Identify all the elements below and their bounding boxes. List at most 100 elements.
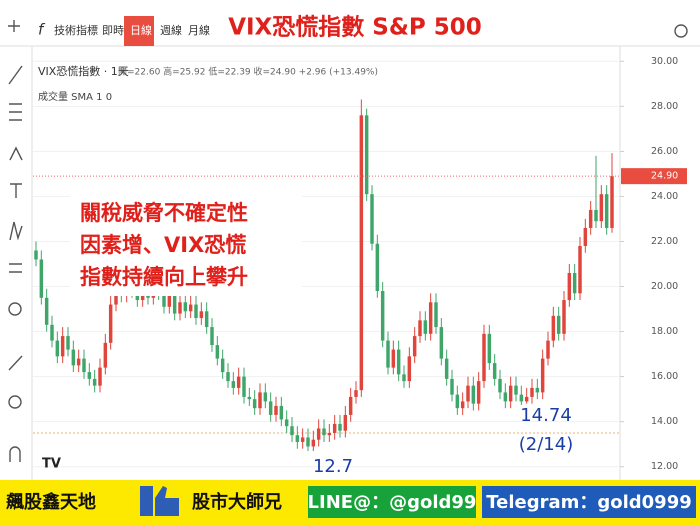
toolbar-item[interactable]: 即時 xyxy=(102,24,124,37)
candle-body xyxy=(220,358,225,373)
text-tool[interactable] xyxy=(10,183,22,198)
candle-body xyxy=(391,349,396,368)
annotation-line: 因素增、VIX恐慌 xyxy=(80,233,246,257)
candle-body xyxy=(610,176,614,228)
telegram-box[interactable] xyxy=(482,486,696,518)
emoji-tool[interactable] xyxy=(8,302,22,316)
candle-body xyxy=(108,304,113,343)
candle-body xyxy=(588,209,593,228)
active-tab[interactable] xyxy=(124,16,154,46)
candle-body xyxy=(450,378,454,395)
toolbar-item[interactable]: 技術指標 xyxy=(54,23,98,37)
candle-body xyxy=(92,378,97,386)
y-tick-label: 28.00 xyxy=(651,101,678,112)
chart-title: VIX恐慌指數 S&P 500 xyxy=(228,15,482,41)
candle-body xyxy=(471,385,476,404)
prediction-tool[interactable] xyxy=(9,263,22,273)
thumb-icon xyxy=(140,486,153,516)
candle-body xyxy=(343,414,348,431)
annotation-box xyxy=(70,196,302,296)
legend-ohlc: 開=22.60 高=25.92 低=22.39 收=24.90 +2.96 (+… xyxy=(118,66,378,78)
fib-tool[interactable] xyxy=(9,103,22,121)
y-tick-label: 20.00 xyxy=(651,281,678,292)
candle-body xyxy=(290,426,294,436)
candle-body xyxy=(578,245,582,294)
candle-body xyxy=(599,194,604,222)
banner-telegram[interactable]: Telegram：gold0999 xyxy=(486,492,692,513)
candle-body xyxy=(583,227,588,246)
candle-body xyxy=(39,259,44,298)
magnet-tool[interactable] xyxy=(9,446,21,462)
candle-body xyxy=(546,340,550,359)
candle-body xyxy=(263,392,268,402)
candle-body xyxy=(460,401,465,409)
y-tick-label: 26.00 xyxy=(651,146,678,157)
candle-body xyxy=(338,423,342,431)
candle-body xyxy=(71,349,76,366)
candle-body xyxy=(172,295,177,314)
candle-body xyxy=(327,432,332,436)
brush-tool[interactable] xyxy=(9,146,23,161)
candle-body xyxy=(300,437,305,442)
candle-body xyxy=(66,336,70,350)
candle-body xyxy=(247,396,252,400)
candle-body xyxy=(386,340,390,368)
candle-body xyxy=(231,381,236,388)
banner-line[interactable]: LINE@：@gold99 xyxy=(308,492,477,513)
candle-body xyxy=(252,399,257,409)
trend-tool[interactable] xyxy=(8,65,23,85)
candle-body xyxy=(530,387,534,397)
settings-icon[interactable] xyxy=(674,24,688,38)
candle-body xyxy=(556,315,561,334)
annotation-line: 指數持續向上攀升 xyxy=(80,265,248,289)
crosshair-icon[interactable] xyxy=(8,20,20,32)
candle-body xyxy=(370,194,374,244)
candle-body xyxy=(199,311,204,319)
y-tick-label: 14.00 xyxy=(651,416,678,427)
volume-label: 成交量 SMA 1 0 xyxy=(38,90,112,103)
pattern-tool[interactable] xyxy=(9,221,23,241)
candle-body xyxy=(434,302,438,328)
toolbar-item[interactable]: 月線 xyxy=(188,23,210,37)
annotation-line: 關稅威脅不確定性 xyxy=(80,201,248,225)
candle-body xyxy=(444,358,449,379)
candle-body xyxy=(487,333,492,364)
candle-body xyxy=(567,273,572,301)
thumb-icon xyxy=(155,486,179,516)
candle-body xyxy=(604,194,609,228)
candle-body xyxy=(466,385,470,402)
candle-body xyxy=(476,381,481,404)
candle-body xyxy=(210,327,214,346)
side-tools xyxy=(8,65,23,462)
candle-body xyxy=(423,320,428,334)
y-tick-label: 24.00 xyxy=(651,191,678,202)
candle-body xyxy=(439,327,444,359)
toolbar-item[interactable]: 週線 xyxy=(160,23,182,37)
candle-body xyxy=(295,435,300,442)
candle-body xyxy=(242,376,246,397)
candle-body xyxy=(375,243,380,292)
candle-body xyxy=(359,115,364,391)
candle-body xyxy=(492,363,497,379)
candle-body xyxy=(274,405,278,415)
candle-body xyxy=(162,293,166,307)
candle-body xyxy=(498,378,502,393)
candle-body xyxy=(188,304,193,312)
fx-icon[interactable]: f xyxy=(38,21,46,39)
candle-body xyxy=(183,302,188,312)
y-tick-label: 30.00 xyxy=(651,56,678,67)
measure-tool[interactable] xyxy=(8,355,23,371)
candle-body xyxy=(215,345,220,359)
toolbar-item[interactable]: 日線 xyxy=(130,23,152,37)
zoom-tool[interactable] xyxy=(8,395,22,409)
candle-body xyxy=(540,358,545,393)
last-price-label: 24.90 xyxy=(651,171,678,182)
tv-logo: TV xyxy=(42,457,61,472)
low-label: 12.7 xyxy=(313,456,353,477)
candle-body xyxy=(87,372,92,379)
candle-body xyxy=(519,394,524,402)
candle-body xyxy=(418,320,422,337)
banner-master: 股市大師兄 xyxy=(191,491,282,513)
line-box[interactable] xyxy=(308,486,476,518)
candle-body xyxy=(44,297,49,325)
